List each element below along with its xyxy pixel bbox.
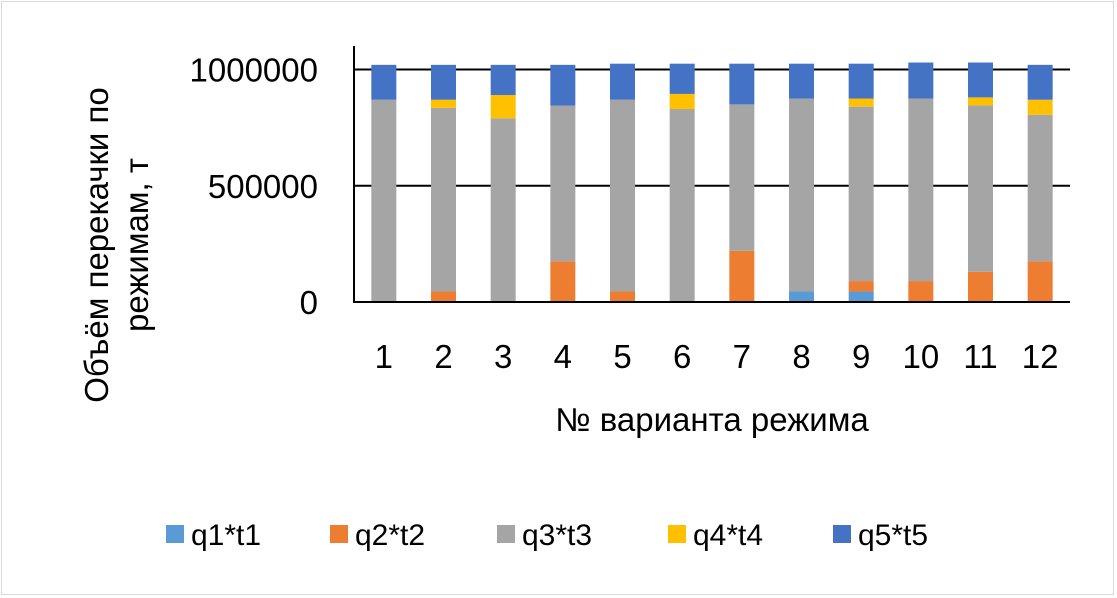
bar-segment-q3-t3 [789,98,814,292]
legend-item-q3-t3: q3*t3 [497,519,592,552]
bar-segment-q2-t2 [1027,261,1053,302]
bar-segment-q3-t3 [729,104,755,251]
bar-segment-q2-t2 [968,271,993,302]
bar-segment-q1-t1 [848,291,874,302]
x-tick-label: 1 [375,338,393,375]
bars [371,62,1053,303]
y-axis-title: Объём перекачки порежимам, т [78,87,155,402]
bar-segment-q3-t3 [371,99,397,302]
bar-segment-q3-t3 [610,99,635,292]
bar-segment-q2-t2 [848,281,874,292]
legend-swatch [166,525,184,543]
x-tick-label: 3 [494,338,512,375]
bar-segment-q2-t2 [610,291,635,302]
legend-swatch [497,525,515,543]
legend-item-q2-t2: q2*t2 [330,519,425,552]
bar-segment-q5-t5 [431,64,456,100]
bar-segment-q3-t3 [908,98,934,282]
legend-label: q2*t2 [355,519,425,552]
bar-segment-q3-t3 [431,107,456,292]
legend-item-q1-t1: q1*t1 [166,519,261,552]
axes [353,46,1070,303]
bar-segment-q5-t5 [669,63,695,94]
bar-segment-q3-t3 [968,105,993,272]
legend-swatch [668,525,686,543]
legend-label: q4*t4 [693,519,763,552]
gridlines [354,68,1070,187]
legend-label: q1*t1 [191,519,261,552]
x-tick-label: 8 [792,338,810,375]
bar-segment-q2-t2 [550,261,576,302]
y-tick-label: 500000 [208,168,318,205]
bar-segment-q5-t5 [729,63,755,105]
bar-segment-q3-t3 [669,109,695,303]
bar-segment-q5-t5 [789,63,814,99]
bar-segment-q2-t2 [431,291,456,302]
x-tick-label: 10 [902,338,939,375]
bar-segment-q4-t4 [431,99,456,108]
bar-segment-q4-t4 [490,95,516,119]
bar-segment-q4-t4 [968,97,993,106]
bar-segment-q3-t3 [490,118,516,302]
x-tick-label: 5 [613,338,631,375]
bar-segment-q3-t3 [848,106,874,282]
legend-item-q5-t5: q5*t5 [833,519,928,552]
bar-segment-q2-t2 [908,281,934,302]
bar-segment-q4-t4 [848,98,874,107]
bar-segment-q5-t5 [550,64,576,106]
bar-segment-q5-t5 [610,63,635,100]
x-tick-label: 7 [733,338,751,375]
bar-segment-q4-t4 [669,93,695,110]
legend: q1*t1 q2*t2 q3*t3 q4*t4 q5*t5 [166,519,928,552]
y-tick-label: 1000000 [190,52,318,89]
x-axis-title: № варианта режима [555,401,869,438]
bar-segment-q5-t5 [1027,64,1053,100]
x-tick-label: 6 [673,338,691,375]
legend-swatch [833,525,851,543]
legend-label: q3*t3 [522,519,592,552]
bar-segment-q1-t1 [789,291,814,302]
bar-segment-q5-t5 [490,64,516,96]
x-tick-label: 4 [554,338,572,375]
bar-segment-q5-t5 [908,62,934,99]
bar-segment-q3-t3 [1027,114,1053,262]
bar-segment-q5-t5 [371,64,397,100]
x-tick-label: 12 [1022,338,1059,375]
x-tick-label: 2 [434,338,452,375]
x-tick-labels: 1 2 3 4 5 6 7 8 9 10 11 12 [375,338,1059,375]
legend-swatch [330,525,348,543]
x-tick-label: 9 [852,338,870,375]
bar-segment-q5-t5 [848,63,874,99]
legend-label: q5*t5 [858,519,928,552]
bar-segment-q5-t5 [968,62,993,98]
y-tick-labels: 0 500000 1000000 [190,52,318,322]
bar-segment-q4-t4 [1027,99,1053,115]
x-tick-label: 11 [963,338,997,375]
y-tick-label: 0 [300,284,318,321]
bar-segment-q3-t3 [550,105,576,262]
bar-segment-q2-t2 [729,250,755,302]
legend-item-q4-t4: q4*t4 [668,519,763,552]
